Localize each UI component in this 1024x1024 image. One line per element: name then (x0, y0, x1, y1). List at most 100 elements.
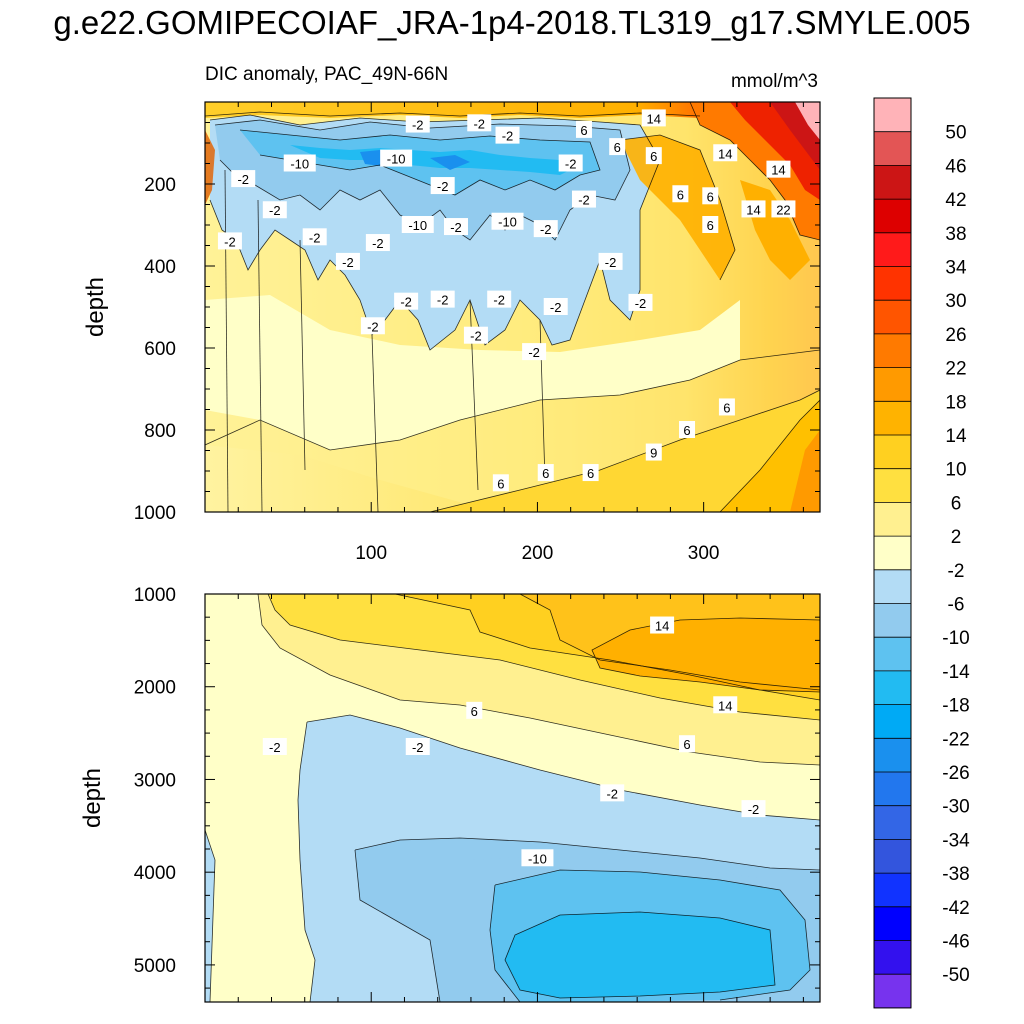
svg-text:6: 6 (542, 466, 549, 481)
svg-text:-10: -10 (528, 851, 547, 866)
colorbar-label: -26 (942, 763, 969, 784)
svg-text:6: 6 (650, 149, 657, 164)
bottom-contour-label: -2 (741, 800, 766, 818)
top-contour-label: -2 (443, 218, 468, 236)
svg-text:6: 6 (497, 476, 504, 491)
top-contour-label: -2 (522, 343, 547, 361)
colorbar-swatch (874, 906, 911, 941)
top-contour-label: -2 (365, 234, 390, 252)
top-contour-label: -2 (394, 292, 419, 310)
top-contour-label: -10 (283, 154, 316, 172)
bottom-y-tick-label: 5000 (134, 956, 176, 977)
svg-text:14: 14 (771, 163, 785, 178)
top-contour-label: -2 (487, 290, 512, 308)
top-y-tick-label: 800 (144, 421, 176, 442)
colorbar-label: 2 (951, 527, 962, 548)
colorbar-swatch (874, 502, 911, 537)
colorbar-swatch (874, 468, 911, 503)
top-contour-label: 14 (641, 109, 666, 127)
svg-text:-10: -10 (498, 215, 517, 230)
colorbar-label: -10 (942, 628, 969, 649)
svg-text:-2: -2 (550, 300, 562, 315)
bottom-contour-label: 14 (713, 696, 738, 714)
top-contour-label: -2 (495, 126, 520, 144)
top-panel-title: DIC anomaly, PAC_49N-66N (205, 64, 448, 85)
colorbar-label: 46 (945, 156, 966, 177)
top-y-axis-label: depth (82, 277, 109, 337)
svg-text:-2: -2 (269, 203, 281, 218)
svg-text:-2: -2 (309, 230, 321, 245)
top-contour-label: -10 (401, 216, 434, 233)
colorbar-swatch (874, 670, 911, 705)
svg-text:-2: -2 (437, 293, 449, 308)
svg-text:-2: -2 (565, 157, 577, 172)
bottom-y-tick-label: 4000 (134, 863, 176, 884)
top-contour-label: -2 (628, 293, 653, 311)
colorbar-frame (873, 97, 912, 1009)
colorbar-label: -50 (942, 965, 969, 986)
svg-text:-2: -2 (493, 293, 505, 308)
top-contour-label: -10 (380, 149, 413, 167)
bottom-y-tick-label: 3000 (134, 770, 176, 791)
top-contour-label: -2 (571, 190, 596, 208)
colorbar-swatch (874, 300, 911, 335)
svg-text:14: 14 (746, 202, 760, 217)
colorbar-label: -42 (942, 898, 969, 919)
bottom-contour-label: -10 (521, 849, 554, 867)
top-contour-label: 14 (766, 160, 791, 178)
top-contour-label: -2 (335, 252, 360, 270)
colorbar-label: 42 (945, 190, 966, 211)
svg-text:6: 6 (580, 123, 587, 138)
colorbar-label: 38 (945, 224, 966, 245)
svg-text:6: 6 (614, 140, 621, 155)
colorbar-swatch (874, 165, 911, 200)
colorbar-swatch (874, 435, 911, 470)
colorbar-label: -2 (948, 561, 965, 582)
colorbar-swatch (874, 401, 911, 436)
colorbar-swatch (874, 704, 911, 739)
colorbar-label: -18 (942, 696, 969, 717)
svg-text:-2: -2 (450, 220, 462, 235)
svg-text:-10: -10 (290, 157, 309, 172)
top-contour-label: 6 (679, 421, 696, 438)
colorbar-swatch (874, 738, 911, 773)
top-contour-label: -2 (598, 252, 623, 270)
svg-text:6: 6 (707, 218, 714, 233)
svg-text:-2: -2 (400, 295, 412, 310)
top-contour-label: -2 (463, 326, 488, 344)
top-axes: 100 200 300 200 400 600 800 1000 (134, 101, 820, 564)
bottom-contour-label: 14 (650, 616, 675, 634)
colorbar-swatch (874, 98, 911, 133)
svg-text:-2: -2 (237, 172, 249, 187)
figure-title: g.e22.GOMIPECOIAF_JRA-1p4-2018.TL319_g17… (53, 4, 971, 41)
top-contour-label: 6 (582, 464, 599, 482)
top-contour-label: 6 (575, 120, 592, 138)
bottom-panel: 1000 2000 3000 4000 5000 14 14 6 6 -2 -2 -2 -2 -10 d… (79, 585, 821, 1003)
top-contour-label: 6 (492, 474, 509, 492)
svg-text:-2: -2 (528, 345, 540, 360)
top-x-tick-label: 200 (522, 543, 554, 564)
svg-text:22: 22 (776, 202, 790, 217)
top-contour-label: 22 (771, 200, 796, 218)
top-contour-label: -2 (302, 228, 327, 246)
colorbar-label: -6 (948, 595, 965, 616)
colorbar-label: -22 (942, 729, 969, 750)
top-contour-label: -2 (217, 232, 242, 250)
colorbar-swatch (874, 569, 911, 604)
colorbar-label: 50 (945, 123, 966, 144)
top-contour-label: -2 (430, 290, 455, 308)
top-x-tick-label: 300 (688, 543, 720, 564)
top-panel-units: mmol/m^3 (731, 71, 818, 92)
svg-text:-2: -2 (635, 296, 647, 311)
svg-text:-2: -2 (606, 786, 618, 801)
svg-text:14: 14 (655, 619, 669, 634)
top-contour-labels: -2 -2 -2 6 14 6 6 14 14 -10 -10 -2 -2 -2 6 6 14 22 -2 -2 -10… (217, 109, 796, 492)
svg-text:6: 6 (683, 423, 690, 438)
svg-text:6: 6 (683, 737, 690, 752)
top-contour-label: -2 (543, 298, 568, 315)
svg-text:-2: -2 (412, 740, 424, 755)
svg-text:-2: -2 (605, 255, 617, 270)
bottom-contour-labels: 14 14 6 6 -2 -2 -2 -2 -10 (262, 616, 766, 867)
top-contour-label: -2 (558, 154, 583, 172)
svg-text:14: 14 (718, 698, 732, 713)
